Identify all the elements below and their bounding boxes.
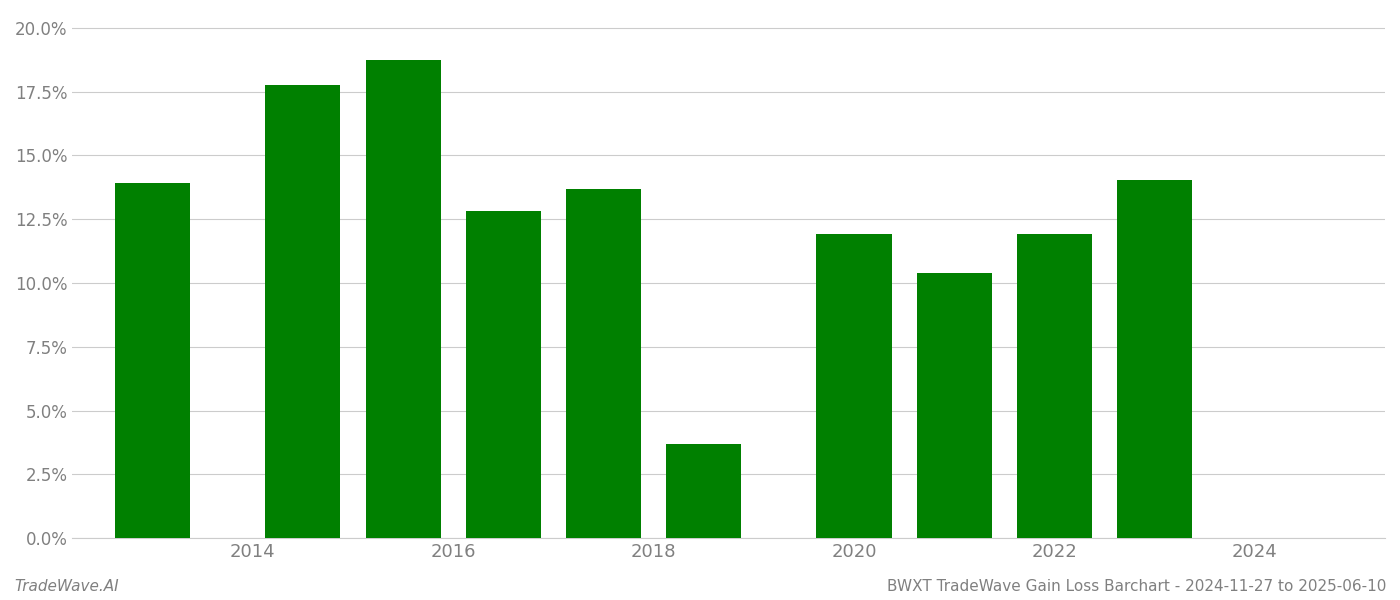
Text: BWXT TradeWave Gain Loss Barchart - 2024-11-27 to 2025-06-10: BWXT TradeWave Gain Loss Barchart - 2024… bbox=[886, 579, 1386, 594]
Bar bbox=[266, 85, 340, 538]
Bar bbox=[1016, 235, 1092, 538]
Bar bbox=[917, 273, 991, 538]
Bar bbox=[466, 211, 540, 538]
Bar bbox=[566, 188, 641, 538]
Bar bbox=[816, 235, 892, 538]
Bar bbox=[666, 444, 741, 538]
Bar bbox=[365, 59, 441, 538]
Text: TradeWave.AI: TradeWave.AI bbox=[14, 579, 119, 594]
Bar bbox=[115, 184, 190, 538]
Bar bbox=[1117, 179, 1193, 538]
